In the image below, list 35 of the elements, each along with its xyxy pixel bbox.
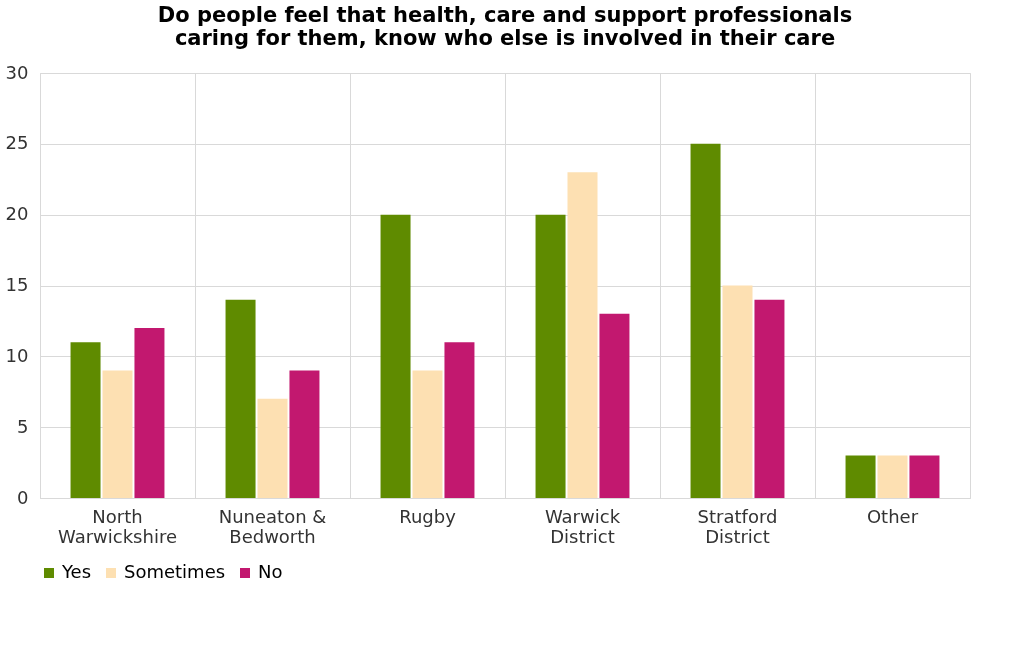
bar bbox=[599, 313, 630, 498]
x-tick-label: Other bbox=[866, 505, 919, 527]
y-tick-label: 10 bbox=[5, 344, 29, 366]
x-tick-label: Stratford District bbox=[697, 505, 778, 547]
bar bbox=[909, 455, 940, 498]
bar bbox=[722, 285, 753, 498]
x-tick-label: Warwick District bbox=[544, 505, 621, 547]
bar bbox=[102, 370, 133, 498]
legend-label: Sometimes bbox=[124, 561, 226, 582]
bar bbox=[225, 299, 256, 498]
bar bbox=[380, 214, 411, 498]
bar bbox=[289, 370, 320, 498]
y-tick-label: 20 bbox=[5, 203, 29, 225]
chart-title: Do people feel that health, care and support professionals caring for them, know who else is involved in their care bbox=[157, 3, 853, 50]
bar bbox=[412, 370, 443, 498]
bar bbox=[690, 143, 721, 498]
bar bbox=[444, 342, 475, 498]
y-tick-label: 25 bbox=[5, 132, 29, 154]
legend-label: No bbox=[258, 561, 283, 582]
legend-label: Yes bbox=[61, 561, 92, 582]
bar bbox=[567, 172, 598, 498]
x-tick-label: Rugby bbox=[399, 505, 457, 527]
y-tick-label: 5 bbox=[17, 415, 29, 437]
bar bbox=[754, 299, 785, 498]
y-tick-label: 30 bbox=[5, 61, 29, 83]
bar bbox=[877, 455, 908, 498]
bar bbox=[134, 328, 165, 498]
bar bbox=[535, 214, 566, 498]
y-tick-label: 0 bbox=[17, 486, 29, 508]
y-tick-label: 15 bbox=[5, 274, 29, 295]
x-tick-label: Nuneaton & Bedworth bbox=[218, 505, 327, 547]
bar bbox=[70, 342, 101, 498]
x-tick-label: North Warwickshire bbox=[58, 505, 177, 547]
bar bbox=[257, 398, 288, 498]
bar bbox=[845, 455, 876, 498]
